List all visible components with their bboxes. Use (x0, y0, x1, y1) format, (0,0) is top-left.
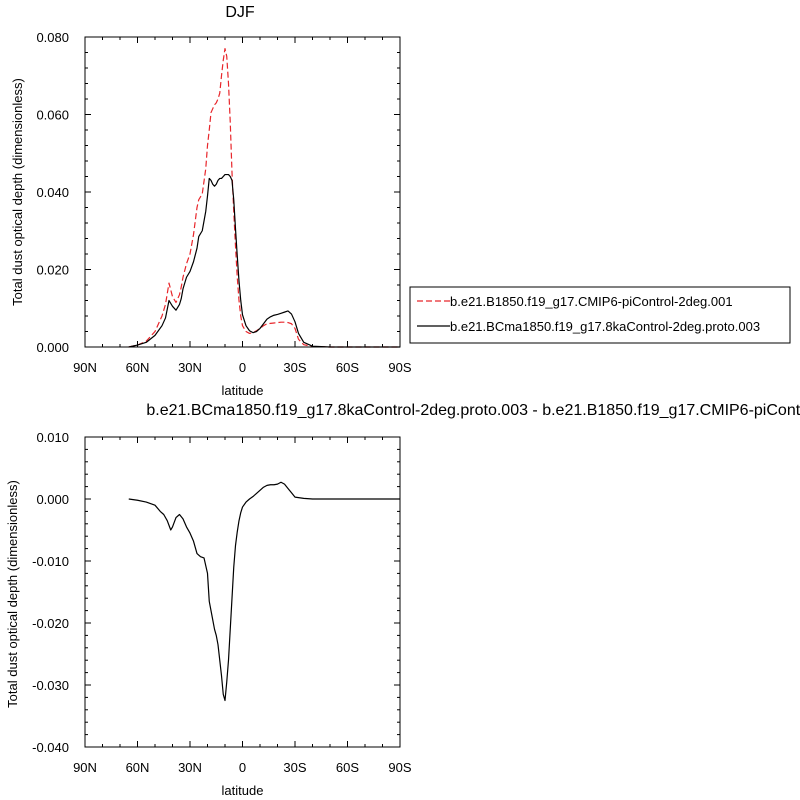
bottom-panel-y-tick-label: -0.010 (32, 554, 69, 569)
top-panel-ylabel: Total dust optical depth (dimensionless) (10, 78, 25, 306)
top-panel-x-tick-label: 30S (283, 360, 306, 375)
top-panel-series (128, 48, 400, 348)
bottom-panel-xlabel: latitude (222, 783, 264, 798)
bottom-panel-x-tick-label: 0 (239, 760, 246, 775)
legend-box (409, 286, 791, 344)
top-panel-x-tick-label: 90N (73, 360, 97, 375)
bottom-panel-x-tick-label: 30S (283, 760, 306, 775)
legend-label-1: b.e21.BCma1850.f19_g17.8kaControl-2deg.p… (450, 319, 760, 334)
bottom-panel-y-tick-label: -0.040 (32, 740, 69, 755)
top-panel-series-line-1 (128, 173, 400, 348)
bottom-panel-series-line-0 (128, 481, 400, 702)
bottom-panel-y-tick-label: -0.030 (32, 678, 69, 693)
top-panel-xlabel: latitude (222, 383, 264, 398)
bottom-panel: b.e21.BCma1850.f19_g17.8kaControl-2deg.p… (5, 402, 800, 798)
bottom-panel-x-tick-label: 60S (336, 760, 359, 775)
top-panel-x-tick-label: 60N (126, 360, 150, 375)
legend-label-0: b.e21.B1850.f19_g17.CMIP6-piControl-2deg… (450, 294, 733, 309)
top-panel-y-tick-label: 0.040 (36, 185, 69, 200)
bottom-panel-x-tick-label: 30N (178, 760, 202, 775)
bottom-panel-title: b.e21.BCma1850.f19_g17.8kaControl-2deg.p… (146, 402, 800, 419)
top-panel-x-tick-label: 90S (388, 360, 411, 375)
bottom-panel-x-tick-label: 90N (73, 760, 97, 775)
bottom-panel-series (128, 481, 400, 702)
top-panel-x-tick-label: 0 (239, 360, 246, 375)
top-panel-y-tick-label: 0.020 (36, 263, 69, 278)
top-panel-y-tick-label: 0.000 (36, 340, 69, 355)
bottom-panel-ticks: 90N 60N 30N 0 30S 60S 90S 0.010 0.000 -0.010 -0.02… (32, 430, 412, 775)
top-panel-x-tick-label: 60S (336, 360, 359, 375)
bottom-panel-y-tick-label: 0.000 (36, 492, 69, 507)
bottom-panel-y-tick-label: 0.010 (36, 430, 69, 445)
top-panel: DJF 90N 60N 30N 0 30S 60S 90S 0.000 0.020 0.040 0.… (10, 4, 412, 398)
legend: b.e21.B1850.f19_g17.CMIP6-piControl-2deg… (409, 286, 791, 344)
bottom-panel-x-tick-label: 90S (388, 760, 411, 775)
top-panel-series-line-0 (128, 48, 400, 348)
bottom-panel-x-tick-label: 60N (126, 760, 150, 775)
bottom-panel-frame (84, 436, 401, 748)
bottom-panel-ylabel: Total dust optical depth (dimensionless) (5, 480, 20, 708)
top-panel-y-tick-label: 0.080 (36, 30, 69, 45)
top-panel-frame (84, 36, 401, 348)
top-panel-y-tick-label: 0.060 (36, 108, 69, 123)
bottom-panel-y-tick-label: -0.020 (32, 616, 69, 631)
top-panel-title: DJF (225, 4, 255, 21)
top-panel-x-tick-label: 30N (178, 360, 202, 375)
top-panel-ticks: 90N 60N 30N 0 30S 60S 90S 0.000 0.020 0.040 0.060 0… (36, 30, 411, 375)
